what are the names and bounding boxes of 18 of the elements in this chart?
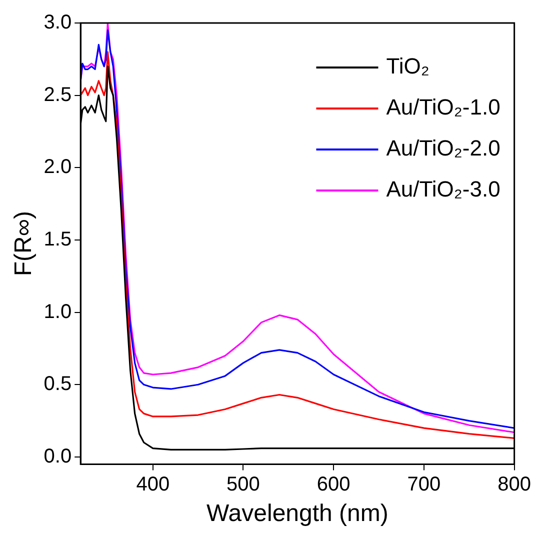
x-axis-title: Wavelength (nm): [206, 500, 388, 528]
legend-label: Au/TiO₂-1.0: [386, 94, 500, 120]
y-tick-label: 1.5: [44, 228, 72, 250]
x-tick-label: 400: [136, 474, 170, 496]
y-tick-label: 2.0: [44, 156, 72, 178]
y-tick-label: 0.5: [44, 373, 72, 396]
legend-label: Au/TiO₂-3.0: [386, 176, 500, 202]
y-tick-label: 3.0: [44, 12, 72, 34]
x-tick-label: 600: [316, 474, 350, 496]
y-axis-title: F(R∞): [10, 211, 38, 276]
legend-label: Au/TiO₂-2.0: [386, 136, 500, 161]
x-tick-label: 700: [407, 474, 441, 496]
x-tick-label: 500: [226, 474, 260, 496]
y-tick-label: 1.0: [44, 300, 72, 323]
y-tick-label: 0.0: [44, 445, 72, 468]
legend-label: TiO₂: [386, 54, 430, 79]
y-tick-label: 2.5: [44, 84, 72, 106]
x-tick-label: 800: [498, 474, 532, 496]
